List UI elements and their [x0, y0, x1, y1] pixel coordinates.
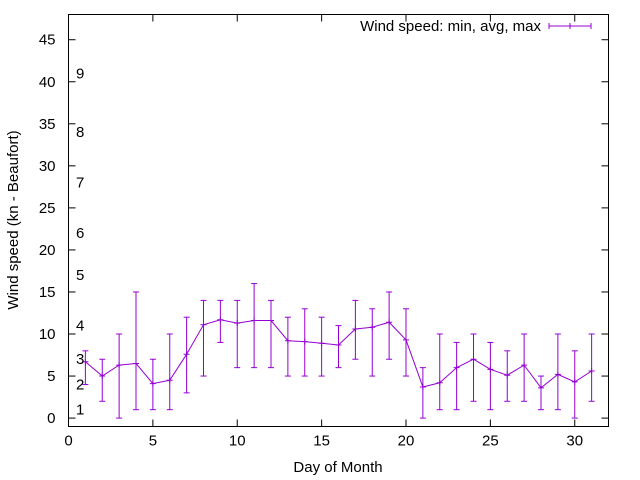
avg-point	[588, 368, 595, 375]
legend: Wind speed: min, avg, max	[360, 18, 592, 35]
beaufort-label: 6	[76, 225, 84, 242]
legend-sample	[548, 23, 592, 29]
avg-point	[268, 317, 274, 324]
beaufort-label: 4	[76, 318, 84, 335]
error-bar	[403, 308, 409, 377]
avg-point	[369, 324, 376, 331]
error-bar	[335, 325, 342, 369]
y-tick-label: 45	[39, 32, 56, 49]
avg-point	[301, 338, 308, 345]
beaufort-label: 9	[76, 65, 84, 82]
y-tick-label: 35	[39, 116, 56, 133]
avg-point	[166, 377, 173, 384]
error-bar	[251, 283, 258, 369]
x-tick-label: 0	[64, 433, 72, 450]
error-bar	[453, 341, 460, 411]
avg-point	[335, 341, 342, 348]
avg-point	[487, 366, 494, 373]
x-axis: 0 5 10 15 20 25 30	[64, 14, 583, 450]
error-bar	[149, 358, 156, 411]
avg-point	[82, 358, 89, 365]
avg-point	[234, 320, 241, 327]
plot-area	[82, 283, 595, 419]
error-bar	[369, 308, 376, 377]
beaufort-label: 7	[76, 175, 84, 192]
avg-point	[386, 319, 393, 326]
avg-point	[419, 383, 426, 390]
avg-point	[149, 380, 156, 387]
x-tick-label: 10	[229, 433, 246, 450]
avg-point	[183, 351, 190, 358]
avg-point	[453, 364, 460, 371]
avg-point	[571, 378, 578, 385]
error-bar	[301, 308, 308, 377]
error-bar	[268, 299, 274, 369]
avg-point	[504, 372, 511, 379]
x-axis-label: Day of Month	[293, 459, 382, 476]
error-bar	[554, 333, 561, 411]
error-bar	[318, 316, 325, 377]
error-bar	[504, 350, 511, 402]
error-bar	[352, 299, 359, 360]
beaufort-label: 1	[76, 402, 84, 419]
avg-point	[200, 321, 207, 328]
error-bar	[82, 350, 89, 385]
error-bar	[116, 333, 123, 419]
error-bar	[200, 299, 207, 377]
avg-point	[554, 371, 561, 378]
avg-point	[217, 316, 224, 323]
avg-point	[538, 384, 544, 391]
error-bar	[234, 299, 241, 369]
error-bar	[284, 316, 291, 377]
avg-point	[521, 362, 528, 369]
legend-label: Wind speed: min, avg, max	[360, 18, 541, 35]
avg-point	[436, 379, 443, 386]
y-tick-label: 0	[47, 410, 55, 427]
error-bar	[419, 367, 426, 419]
avg-point	[470, 356, 477, 363]
error-bar	[217, 299, 224, 343]
beaufort-label: 3	[76, 351, 84, 368]
x-tick-label: 5	[149, 433, 157, 450]
avg-point	[133, 360, 139, 367]
beaufort-label: 2	[76, 376, 84, 393]
avg-point	[284, 337, 291, 344]
x-tick-label: 25	[482, 433, 499, 450]
avg-point	[403, 336, 409, 343]
avg-point	[352, 325, 359, 332]
x-tick-label: 30	[566, 433, 583, 450]
plot-frame	[68, 14, 609, 427]
error-bar	[487, 341, 494, 411]
y-tick-label: 10	[39, 326, 56, 343]
error-bar	[470, 333, 477, 402]
error-bar	[436, 333, 443, 411]
y-tick-label: 20	[39, 242, 56, 259]
error-bar	[99, 358, 106, 402]
y-tick-label: 15	[39, 284, 56, 301]
error-bar	[166, 333, 173, 411]
beaufort-label: 5	[76, 267, 84, 284]
error-bar	[183, 316, 190, 394]
error-bar	[571, 350, 578, 419]
error-bar	[588, 333, 595, 402]
error-bar	[133, 291, 139, 411]
x-tick-label: 20	[398, 433, 415, 450]
y-axis-label: Wind speed (kn - Beaufort)	[5, 130, 22, 309]
beaufort-scale: 1 2 3 4 5 6 7 8 9	[76, 65, 84, 418]
avg-point	[318, 340, 325, 347]
error-bar	[521, 333, 528, 402]
y-tick-label: 30	[39, 158, 56, 175]
y-tick-label: 40	[39, 74, 56, 91]
beaufort-label: 8	[76, 124, 84, 141]
x-tick-label: 15	[313, 433, 330, 450]
y-tick-label: 5	[47, 368, 55, 385]
error-bar	[386, 291, 393, 360]
avg-point	[251, 317, 258, 324]
avg-point	[116, 362, 123, 369]
y-tick-label: 25	[39, 200, 56, 217]
error-bar	[538, 375, 544, 411]
avg-point	[99, 373, 106, 380]
